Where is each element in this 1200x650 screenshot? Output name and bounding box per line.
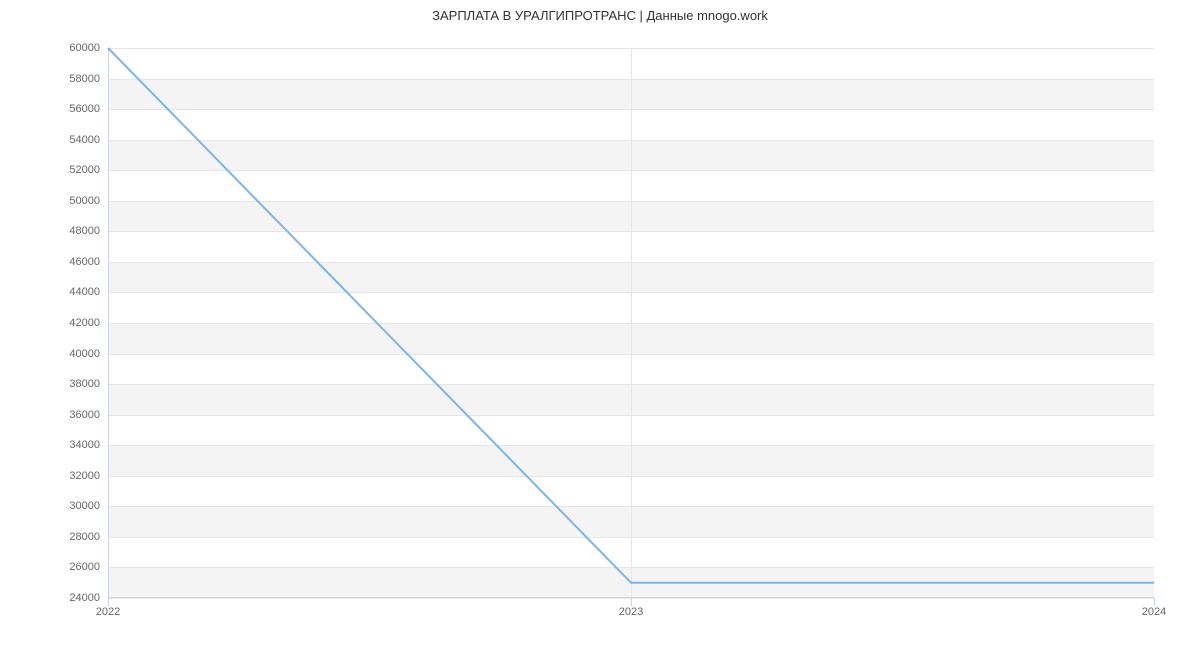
y-tick-label: 58000 (69, 73, 108, 85)
y-tick-label: 52000 (69, 164, 108, 176)
chart-series (108, 48, 1154, 598)
plot-area: 2400026000280003000032000340003600038000… (108, 48, 1154, 598)
y-tick-label: 50000 (69, 195, 108, 207)
y-tick-label: 42000 (69, 317, 108, 329)
y-tick-label: 36000 (69, 409, 108, 421)
x-tick-label: 2023 (619, 598, 643, 618)
chart-title: ЗАРПЛАТА В УРАЛГИПРОТРАНС | Данные mnogo… (0, 8, 1200, 23)
y-tick-label: 56000 (69, 103, 108, 115)
y-tick-label: 28000 (69, 531, 108, 543)
y-tick-label: 30000 (69, 500, 108, 512)
y-tick-label: 40000 (69, 348, 108, 360)
y-tick-label: 54000 (69, 134, 108, 146)
x-tick-label: 2024 (1142, 598, 1166, 618)
y-tick-label: 48000 (69, 225, 108, 237)
series-line-salary (108, 48, 1154, 583)
y-tick-label: 26000 (69, 561, 108, 573)
y-tick-label: 46000 (69, 256, 108, 268)
y-tick-label: 60000 (69, 42, 108, 54)
y-tick-label: 44000 (69, 286, 108, 298)
y-tick-label: 38000 (69, 378, 108, 390)
y-tick-label: 34000 (69, 439, 108, 451)
salary-line-chart: ЗАРПЛАТА В УРАЛГИПРОТРАНС | Данные mnogo… (0, 0, 1200, 650)
y-tick-label: 32000 (69, 470, 108, 482)
x-tick-label: 2022 (96, 598, 120, 618)
